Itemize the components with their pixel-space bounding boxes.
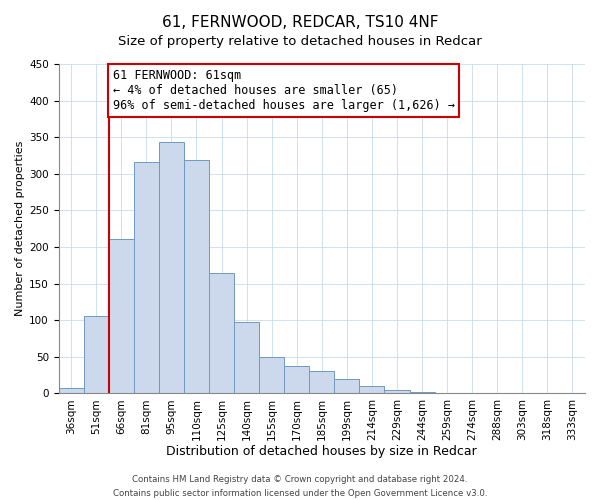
Bar (334, 380, 359, 394)
Y-axis label: Number of detached properties: Number of detached properties (15, 141, 25, 316)
Bar (184, 160, 209, 394)
Bar (359, 386, 385, 394)
X-axis label: Distribution of detached houses by size in Redcar: Distribution of detached houses by size … (166, 444, 477, 458)
Bar (284, 366, 309, 394)
Bar (234, 322, 259, 394)
Bar (134, 162, 159, 394)
Bar (385, 390, 410, 394)
Bar (259, 357, 284, 394)
Text: Contains HM Land Registry data © Crown copyright and database right 2024.
Contai: Contains HM Land Registry data © Crown c… (113, 476, 487, 498)
Bar (159, 142, 184, 394)
Text: 61, FERNWOOD, REDCAR, TS10 4NF: 61, FERNWOOD, REDCAR, TS10 4NF (162, 15, 438, 30)
Bar (309, 372, 334, 394)
Bar (59, 388, 84, 394)
Bar (410, 392, 434, 394)
Text: Size of property relative to detached houses in Redcar: Size of property relative to detached ho… (118, 35, 482, 48)
Bar (209, 272, 234, 394)
Bar (109, 239, 134, 394)
Text: 61 FERNWOOD: 61sqm
← 4% of detached houses are smaller (65)
96% of semi-detached: 61 FERNWOOD: 61sqm ← 4% of detached hous… (113, 69, 455, 112)
Bar (84, 316, 109, 394)
